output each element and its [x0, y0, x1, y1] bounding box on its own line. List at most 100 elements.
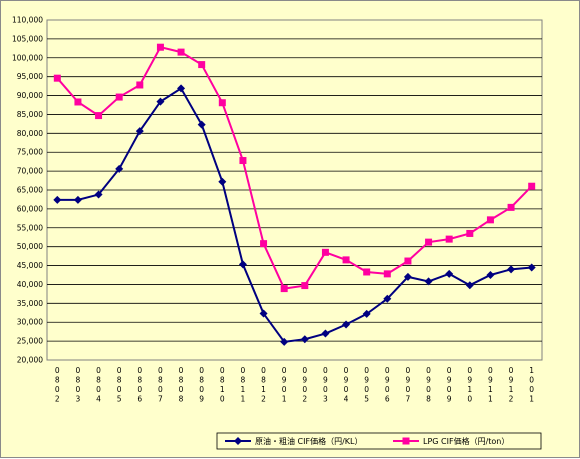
data-point [177, 84, 186, 93]
x-tick-label: 1 [509, 385, 514, 394]
x-tick-label: 0 [467, 366, 472, 375]
x-axis-tick-labels: 0802080308040805080608070808080908100811… [55, 366, 534, 404]
data-point [342, 256, 350, 264]
data-point [383, 294, 392, 303]
x-tick-label: 7 [406, 395, 411, 404]
x-tick-label: 9 [447, 376, 452, 385]
x-tick-label: 9 [323, 376, 328, 385]
y-tick-label: 100,000 [12, 53, 43, 62]
data-point [321, 248, 329, 256]
x-tick-label: 9 [467, 376, 472, 385]
y-tick-label: 30,000 [17, 318, 43, 327]
x-tick-label: 3 [76, 395, 81, 404]
x-tick-label: 1 [488, 385, 493, 394]
x-tick-label: 0 [76, 366, 81, 375]
data-point [238, 260, 247, 269]
data-point [218, 99, 226, 107]
x-tick-label: 2 [302, 395, 307, 404]
y-tick-label: 20,000 [17, 356, 43, 365]
x-tick-label: 8 [158, 376, 163, 385]
x-tick-label: 9 [385, 376, 390, 385]
y-tick-label: 105,000 [12, 34, 43, 43]
x-tick-label: 0 [302, 366, 307, 375]
x-tick-label: 8 [261, 376, 266, 385]
x-tick-label: 0 [55, 366, 60, 375]
y-tick-label: 90,000 [17, 91, 43, 100]
x-tick-label: 0 [179, 385, 184, 394]
x-tick-label: 0 [282, 385, 287, 394]
data-point [260, 240, 268, 248]
x-tick-label: 8 [241, 376, 246, 385]
x-tick-label: 8 [137, 376, 142, 385]
x-tick-label: 1 [282, 395, 287, 404]
x-tick-label: 0 [426, 366, 431, 375]
y-tick-label: 110,000 [12, 16, 43, 25]
x-tick-label: 0 [179, 366, 184, 375]
data-point [363, 268, 371, 276]
x-tick-label: 8 [426, 395, 431, 404]
x-tick-label: 9 [364, 376, 369, 385]
data-point [156, 97, 165, 106]
x-tick-label: 1 [220, 385, 225, 394]
x-tick-label: 6 [137, 395, 142, 404]
data-point [486, 216, 494, 224]
x-tick-label: 9 [199, 395, 204, 404]
x-tick-label: 0 [282, 366, 287, 375]
data-point [486, 271, 495, 279]
data-point [95, 112, 103, 120]
series-line [57, 86, 532, 343]
x-tick-label: 0 [302, 385, 307, 394]
x-tick-label: 8 [96, 376, 101, 385]
x-tick-label: 2 [509, 395, 514, 404]
legend-label-lpg: LPG CIF価格（円/ton） [423, 436, 509, 446]
data-point [445, 235, 453, 243]
x-tick-label: 0 [385, 385, 390, 394]
data-point [197, 120, 206, 129]
x-tick-label: 9 [509, 376, 514, 385]
x-tick-label: 0 [406, 385, 411, 394]
x-tick-label: 8 [117, 376, 122, 385]
x-tick-label: 0 [199, 366, 204, 375]
x-tick-label: 1 [261, 385, 266, 394]
data-point [115, 164, 124, 173]
legend-box [216, 432, 542, 450]
x-tick-label: 8 [55, 376, 60, 385]
x-tick-label: 0 [344, 366, 349, 375]
data-point [362, 309, 371, 318]
x-tick-label: 0 [158, 366, 163, 375]
legend-label-crude: 原油・粗油 CIF価格（円/KL） [255, 436, 363, 446]
x-tick-label: 5 [364, 395, 369, 404]
data-point [53, 74, 61, 82]
y-tick-label: 55,000 [17, 223, 43, 232]
x-tick-label: 0 [55, 385, 60, 394]
data-point [425, 238, 433, 246]
data-point [321, 329, 330, 338]
x-tick-label: 0 [488, 366, 493, 375]
y-tick-label: 65,000 [17, 186, 43, 195]
x-tick-label: 4 [96, 395, 101, 404]
x-tick-label: 6 [385, 395, 390, 404]
data-point [239, 157, 247, 165]
data-point [301, 282, 309, 290]
data-point [136, 81, 144, 89]
x-tick-label: 8 [199, 376, 204, 385]
x-tick-label: 9 [447, 395, 452, 404]
y-tick-label: 75,000 [17, 148, 43, 157]
x-tick-label: 0 [529, 376, 534, 385]
y-tick-label: 40,000 [17, 280, 43, 289]
data-point [404, 257, 412, 265]
x-tick-label: 0 [96, 366, 101, 375]
data-point [73, 195, 82, 204]
legend-marker-crude [234, 437, 242, 445]
data-point [74, 98, 82, 106]
x-tick-label: 0 [406, 366, 411, 375]
x-tick-label: 0 [509, 366, 514, 375]
x-tick-label: 0 [199, 385, 204, 394]
y-tick-label: 25,000 [17, 337, 43, 346]
x-tick-label: 9 [282, 376, 287, 385]
x-tick-label: 1 [488, 395, 493, 404]
data-point [383, 270, 391, 278]
x-tick-label: 8 [179, 376, 184, 385]
y-tick-label: 85,000 [17, 110, 43, 119]
